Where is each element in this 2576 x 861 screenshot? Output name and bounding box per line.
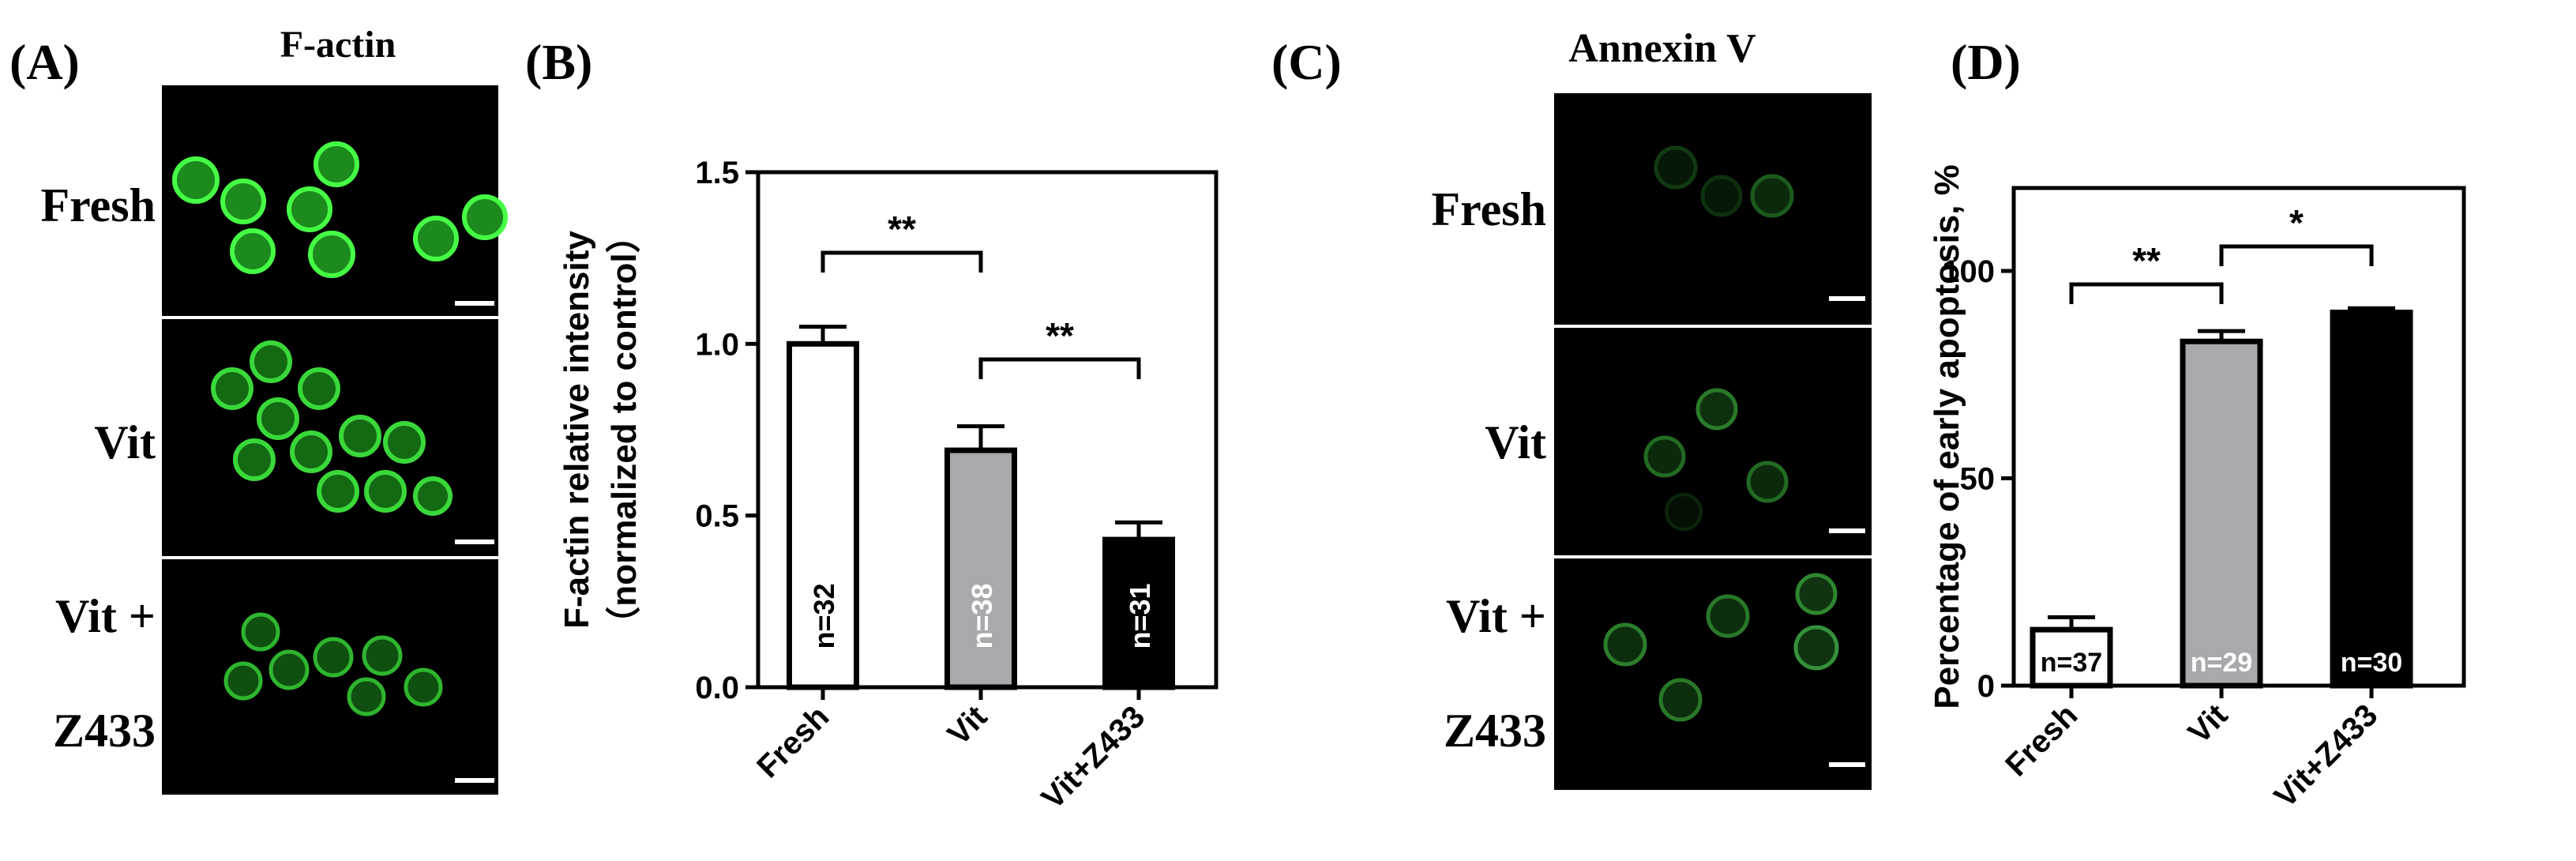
micrograph-image-vit: [162, 319, 498, 556]
row-label-fresh: Fresh: [40, 179, 156, 231]
oocyte: [347, 677, 386, 716]
micrograph-panel-annexin-v: Annexin V Fresh Vit Vit + Z433: [1431, 26, 1872, 790]
oocyte: [257, 397, 299, 440]
oocytes-vit-z433: [1603, 573, 1839, 722]
oocytes-fresh: [172, 141, 508, 278]
y-tick-label: 100: [1942, 254, 1995, 289]
n-label: n=32: [808, 583, 840, 649]
significance-label: **: [888, 209, 916, 250]
oocyte: [1658, 678, 1703, 722]
oocytes-vit: [1643, 388, 1789, 531]
significance-bracket: [978, 357, 1141, 379]
x-tick-label: Fresh: [750, 699, 836, 784]
n-label: n=31: [1124, 583, 1156, 649]
significance-label: **: [1046, 315, 1074, 356]
micrograph-title: F-actin: [280, 24, 396, 66]
oocyte: [230, 228, 276, 274]
y-axis-label: F-actin relative intensity: [558, 231, 596, 629]
oocyte: [339, 415, 381, 457]
x-tick-label: Vit+Z433: [2268, 697, 2385, 814]
bar-vit: [944, 447, 1017, 690]
micrograph-panel-f-actin: F-actin Fresh Vit Vit + Z433: [40, 24, 508, 795]
oocyte: [290, 430, 332, 473]
oocyte: [314, 141, 359, 187]
row-label-z433: Z433: [1444, 705, 1546, 757]
micrograph-title: Annexin V: [1568, 26, 1756, 71]
oocyte: [317, 470, 359, 513]
oocyte: [1700, 175, 1743, 217]
oocyte: [413, 216, 459, 261]
oocyte: [1795, 573, 1838, 615]
y-tick-label: 0.5: [695, 499, 739, 534]
oocyte: [1793, 625, 1839, 671]
oocyte: [287, 186, 332, 232]
significance-label: **: [2132, 240, 2161, 281]
bar-vit-z433: [2330, 310, 2413, 689]
y-axis-label: Percentage of early apoptosis, %: [1928, 164, 1966, 709]
x-tick-label: Vit+Z433: [1035, 699, 1152, 816]
oocyte: [1750, 174, 1794, 218]
row-label-vit-plus: Vit +: [55, 590, 156, 642]
oocyte: [250, 340, 292, 383]
oocyte: [1665, 493, 1703, 531]
bar-vit: [2180, 338, 2263, 689]
oocyte: [298, 367, 340, 410]
y-tick-label: 1.0: [695, 327, 739, 362]
oocyte: [220, 179, 266, 224]
row-label-z433: Z433: [53, 705, 156, 757]
significance-bracket: [820, 250, 983, 273]
oocyte: [1746, 461, 1789, 503]
oocyte: [383, 421, 426, 464]
y-axis-label: （normalized to control）: [605, 218, 644, 641]
x-tick-label: Fresh: [1999, 697, 2084, 783]
panel-label-c: (C): [1271, 34, 1342, 90]
n-label: n=37: [2041, 648, 2102, 678]
oocyte: [172, 156, 220, 204]
significance-bracket: [2219, 244, 2374, 266]
oocyte: [362, 635, 403, 676]
n-label: n=29: [2191, 648, 2252, 678]
oocyte: [233, 438, 276, 481]
panel-label-a: (A): [9, 34, 80, 90]
oocyte: [211, 367, 253, 410]
y-tick-label: 1.5: [695, 156, 739, 190]
bar-fresh: [787, 340, 859, 690]
row-label-vit-plus: Vit +: [1446, 590, 1546, 642]
oocyte: [1603, 622, 1647, 667]
oocyte: [404, 667, 443, 707]
oocyte: [223, 661, 263, 701]
chart-b-f-actin-intensity: 0.0 0.5 1.0 1.5 F-actin relative intensity （n…: [558, 156, 1219, 816]
row-label-vit: Vit: [94, 416, 156, 468]
row-label-fresh: Fresh: [1431, 183, 1546, 235]
oocyte: [364, 470, 407, 513]
y-tick-label: 0.0: [695, 671, 739, 705]
oocytes-vit-z433: [223, 612, 443, 716]
panel-label-b: (B): [525, 34, 592, 90]
x-tick-label: Vit: [2182, 697, 2235, 750]
n-label: n=30: [2341, 648, 2402, 678]
significance-bracket: [2069, 282, 2224, 304]
oocyte: [308, 231, 355, 278]
oocyte: [241, 612, 280, 652]
oocytes-fresh: [1654, 145, 1794, 218]
oocyte: [268, 649, 310, 690]
panel-label-d: (D): [1951, 34, 2021, 90]
oocyte: [1695, 388, 1738, 430]
y-tick-label: 50: [1960, 462, 1996, 497]
oocyte: [313, 637, 354, 678]
oocyte: [1654, 145, 1698, 190]
n-label: n=38: [966, 583, 998, 649]
oocyte: [462, 194, 508, 240]
oocytes-vit: [211, 340, 452, 516]
row-label-vit: Vit: [1485, 416, 1546, 468]
x-tick-label: Vit: [941, 699, 994, 752]
significance-label: *: [2289, 202, 2304, 243]
y-tick-label: 0: [1977, 669, 1995, 704]
oocyte: [413, 476, 452, 516]
micrograph-image-vit: [1554, 328, 1872, 555]
oocyte: [1706, 594, 1750, 638]
oocyte: [1643, 435, 1686, 478]
